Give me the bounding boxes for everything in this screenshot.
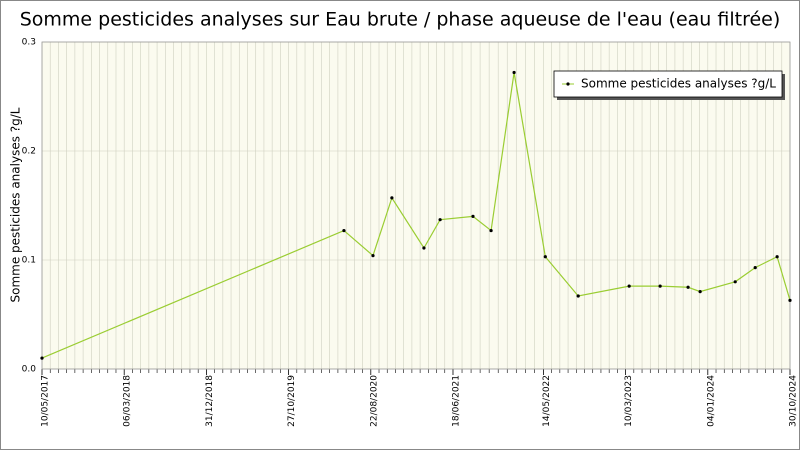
x-tick-label: 22/08/2020 (369, 375, 379, 427)
x-tick-label: 10/05/2017 (41, 375, 51, 427)
data-point (512, 70, 516, 75)
x-tick-label: 06/03/2018 (123, 375, 133, 427)
data-point (686, 285, 690, 289)
x-tick-label: 14/05/2022 (542, 375, 552, 427)
x-tick-label: 04/01/2024 (706, 375, 716, 427)
data-point (775, 255, 779, 259)
data-point (788, 298, 792, 302)
data-point (438, 218, 442, 222)
y-tick-label: 0.2 (22, 147, 36, 157)
data-point (543, 255, 547, 259)
data-point (422, 246, 426, 250)
legend-marker (566, 82, 570, 86)
legend-box (553, 70, 783, 98)
data-point (471, 214, 475, 218)
plot-border (41, 41, 791, 370)
data-point (576, 294, 580, 298)
x-tick-label: 31/12/2018 (205, 375, 215, 427)
y-tick-label: 0.0 (22, 365, 37, 375)
data-point (753, 266, 757, 270)
data-point (627, 284, 631, 288)
chart-title: Somme pesticides analyses sur Eau brute … (20, 9, 781, 31)
data-point (40, 356, 44, 360)
x-tick-label: 30/10/2024 (789, 375, 799, 427)
data-point (489, 228, 493, 233)
legend-label: Somme pesticides analyses ?g/L (581, 77, 776, 91)
data-point (390, 196, 394, 200)
x-tick-label: 10/03/2023 (624, 375, 634, 427)
x-tick-label: 18/06/2021 (451, 375, 461, 427)
y-tick-label: 0.3 (22, 38, 36, 48)
y-tick-label: 0.1 (22, 256, 36, 266)
x-tick-label: 27/10/2019 (287, 375, 297, 427)
data-point (698, 290, 702, 294)
y-axis-label: Somme pesticides analyses ?g/L (9, 107, 23, 302)
data-point (342, 228, 346, 233)
data-point (658, 284, 662, 288)
data-point (371, 254, 375, 258)
data-point (733, 280, 737, 284)
